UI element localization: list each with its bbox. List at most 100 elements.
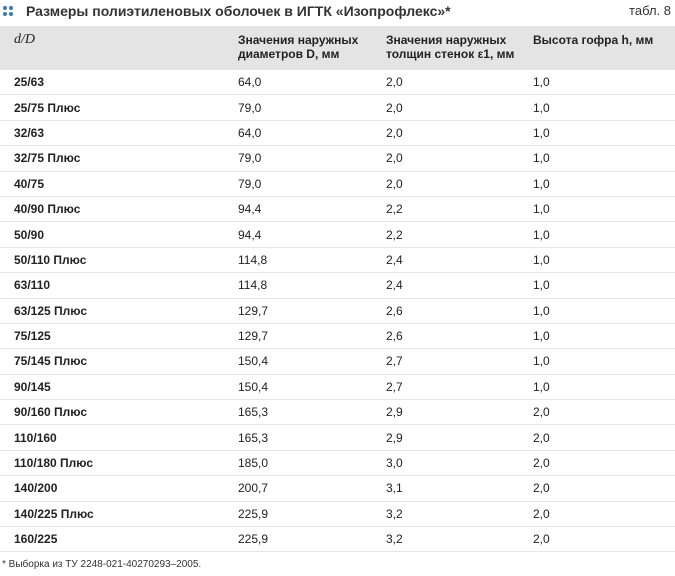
table-row: 110/160 165,3 2,9 2,0 [0,424,675,451]
table-cell: 63/125 Плюс [0,298,232,324]
table-cell: 165,3 [232,399,380,426]
table-cell: 165,3 [232,424,380,451]
table-cell: 2,0 [527,526,675,553]
table-cell: 3,1 [380,475,527,502]
table-cell: 2,9 [380,424,527,451]
table-row: 25/63 64,0 2,0 1,0 [0,70,675,96]
table-cell: 2,0 [380,94,527,121]
footnote: * Выборка из ТУ 2248-021-40270293–2005. [2,559,202,570]
table-cell: 1,0 [527,272,675,299]
table-cell: 185,0 [232,450,380,477]
table-cell: 140/200 [0,475,232,502]
column-header: d/D [0,26,232,70]
table-row: 25/75 Плюс 79,0 2,0 1,0 [0,94,675,121]
table-row: 50/110 Плюс 114,8 2,4 1,0 [0,247,675,274]
table-cell: 79,0 [232,145,380,172]
table-cell: 1,0 [527,196,675,223]
table-cell: 2,6 [380,323,527,350]
table-row: 40/75 79,0 2,0 1,0 [0,171,675,197]
table-cell: 200,7 [232,475,380,502]
table-row: 160/225 225,9 3,2 2,0 [0,526,675,553]
table-cell: 32/75 Плюс [0,145,232,172]
table-cell: 64,0 [232,70,380,96]
table-cell: 114,8 [232,247,380,274]
table-cell: 1,0 [527,94,675,121]
table-cell: 1,0 [527,221,675,248]
table-cell: 2,0 [380,145,527,172]
table-cell: 2,7 [380,348,527,375]
table-cell: 3,0 [380,450,527,477]
header-row: d/D Значения наружных диаметров D, мм Знач… [0,26,675,70]
table-cell: 2,0 [380,120,527,147]
table-cell: 90/160 Плюс [0,399,232,426]
table-cell: 2,2 [380,196,527,223]
table-row: 140/200 200,7 3,1 2,0 [0,475,675,502]
column-header: Значения наружных толщин стенок ε1, мм [380,26,527,70]
table-cell: 25/75 Плюс [0,94,232,121]
table-row: 63/125 Плюс 129,7 2,6 1,0 [0,298,675,324]
table-cell: 2,0 [527,399,675,426]
table-cell: 225,9 [232,526,380,553]
table-title: Размеры полиэтиленовых оболочек в ИГТК «… [26,3,451,19]
title-bar: Размеры полиэтиленовых оболочек в ИГТК «… [0,0,675,24]
table-cell: 25/63 [0,70,232,96]
table-cell: 75/125 [0,323,232,350]
table-cell: 32/63 [0,120,232,147]
table-cell: 2,0 [380,171,527,197]
table-cell: 129,7 [232,323,380,350]
table-cell: 90/145 [0,374,232,401]
table-cell: 2,0 [527,424,675,451]
table-row: 63/110 114,8 2,4 1,0 [0,272,675,299]
table-cell: 1,0 [527,145,675,172]
table-cell: 3,2 [380,526,527,553]
column-header: Значения наружных диаметров D, мм [232,26,380,70]
table-cell: 1,0 [527,120,675,147]
column-header: Высота гофра h, мм [527,26,675,70]
table-cell: 150,4 [232,374,380,401]
table-cell: 2,0 [527,475,675,502]
table-body: 25/63 64,0 2,0 1,0 25/75 Плюс 79,0 2,0 1,0 32/63… [0,70,675,553]
table-row: 140/225 Плюс 225,9 3,2 2,0 [0,501,675,528]
table-cell: 75/145 Плюс [0,348,232,375]
table-cell: 2,6 [380,298,527,324]
table-row: 110/180 Плюс 185,0 3,0 2,0 [0,450,675,477]
table-cell: 2,9 [380,399,527,426]
data-table: d/D Значения наружных диаметров D, мм Знач… [0,26,675,553]
table-row: 75/125 129,7 2,6 1,0 [0,323,675,350]
table-cell: 1,0 [527,70,675,96]
table-cell: 110/160 [0,424,232,451]
table-row: 90/160 Плюс 165,3 2,9 2,0 [0,399,675,426]
table-cell: 1,0 [527,298,675,324]
table-cell: 1,0 [527,348,675,375]
table-cell: 114,8 [232,272,380,299]
table-cell: 79,0 [232,171,380,197]
table-cell: 140/225 Плюс [0,501,232,528]
table-cell: 129,7 [232,298,380,324]
table-cell: 63/110 [0,272,232,299]
table-row: 75/145 Плюс 150,4 2,7 1,0 [0,348,675,375]
table-cell: 64,0 [232,120,380,147]
table-cell: 1,0 [527,171,675,197]
table-cell: 1,0 [527,374,675,401]
table-cell: 79,0 [232,94,380,121]
bullet-icon [3,6,13,16]
table-cell: 50/110 Плюс [0,247,232,274]
table-cell: 225,9 [232,501,380,528]
table-label: табл. 8 [629,3,671,18]
table-cell: 110/180 Плюс [0,450,232,477]
table-cell: 2,0 [380,70,527,96]
table-cell: 3,2 [380,501,527,528]
table-cell: 1,0 [527,247,675,274]
table-row: 50/90 94,4 2,2 1,0 [0,221,675,248]
table-cell: 2,0 [527,501,675,528]
table-row: 32/63 64,0 2,0 1,0 [0,120,675,147]
table-cell: 2,7 [380,374,527,401]
table-row: 40/90 Плюс 94,4 2,2 1,0 [0,196,675,223]
table-row: 90/145 150,4 2,7 1,0 [0,374,675,401]
table-cell: 150,4 [232,348,380,375]
table-cell: 40/90 Плюс [0,196,232,223]
table-cell: 2,4 [380,272,527,299]
table-cell: 94,4 [232,221,380,248]
table-cell: 40/75 [0,171,232,197]
